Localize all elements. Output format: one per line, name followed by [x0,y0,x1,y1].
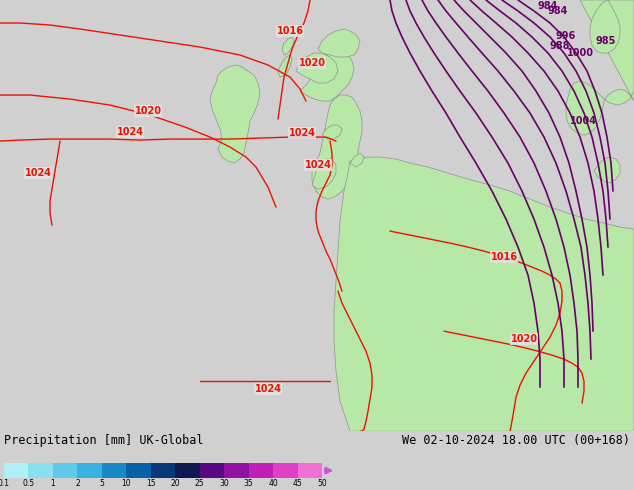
Text: 1020: 1020 [299,58,325,68]
Polygon shape [296,53,338,83]
Text: 984: 984 [537,1,557,11]
Bar [29,463,53,478]
Polygon shape [300,49,354,101]
Text: We 02-10-2024 18.00 UTC (00+168): We 02-10-2024 18.00 UTC (00+168) [402,434,630,447]
Text: 1000: 1000 [567,48,594,58]
Text: 1016: 1016 [276,26,304,36]
Bar [297,463,322,478]
Polygon shape [282,37,294,55]
Bar [175,463,200,478]
Text: 30: 30 [219,479,229,488]
Polygon shape [334,157,634,431]
Text: 50: 50 [317,479,327,488]
Text: 1016: 1016 [491,252,517,262]
Bar [4,463,29,478]
Text: 1: 1 [51,479,55,488]
Bar [53,463,77,478]
Text: 988: 988 [549,41,569,51]
Text: 45: 45 [293,479,302,488]
Polygon shape [318,29,360,57]
Bar [102,463,126,478]
Text: 0.5: 0.5 [22,479,34,488]
Text: 5: 5 [100,479,104,488]
Polygon shape [350,153,364,167]
Text: 1024: 1024 [117,127,143,137]
Polygon shape [312,95,362,199]
Polygon shape [594,157,620,183]
Bar [224,463,249,478]
Text: 1004: 1004 [570,116,597,126]
Bar [151,463,175,478]
Text: 2: 2 [75,479,80,488]
Polygon shape [312,159,336,189]
Text: 1020: 1020 [510,334,538,344]
Text: 35: 35 [243,479,254,488]
Text: 1024: 1024 [304,160,332,170]
Text: 985: 985 [595,36,616,46]
Bar [273,463,297,478]
Text: 1024: 1024 [25,168,51,178]
Text: 25: 25 [195,479,205,488]
Text: 984: 984 [548,6,568,16]
Bar [126,463,151,478]
Text: 20: 20 [171,479,180,488]
Polygon shape [210,65,260,163]
Polygon shape [322,125,342,139]
Polygon shape [566,0,634,135]
Text: 15: 15 [146,479,155,488]
Polygon shape [590,0,620,53]
Polygon shape [278,55,292,77]
Text: 1024: 1024 [288,128,316,138]
Text: 1024: 1024 [254,384,281,394]
Bar [200,463,224,478]
Text: 40: 40 [268,479,278,488]
Text: 10: 10 [122,479,131,488]
Text: 0.1: 0.1 [0,479,10,488]
Text: Precipitation [mm] UK-Global: Precipitation [mm] UK-Global [4,434,204,447]
Bar [77,463,102,478]
Text: 996: 996 [555,31,575,41]
Text: 1020: 1020 [134,106,162,116]
Bar [249,463,273,478]
